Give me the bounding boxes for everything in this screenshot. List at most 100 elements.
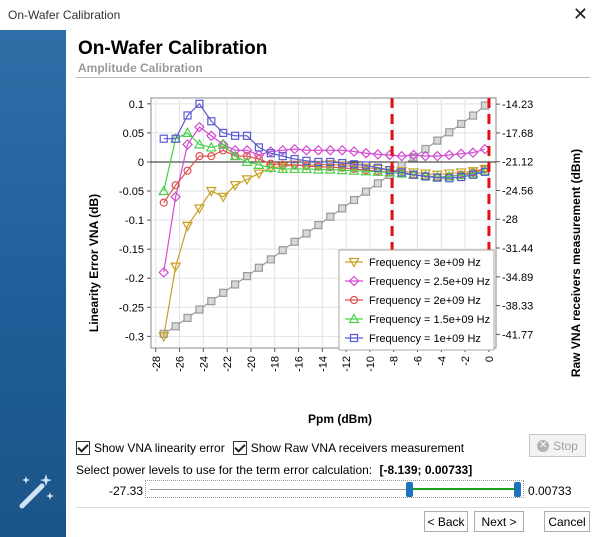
show-raw-label[interactable]: Show Raw VNA receivers measurement [250, 441, 465, 455]
x-tick-label: -20 [246, 356, 258, 372]
series-point [455, 148, 467, 160]
legend-label: Frequency = 2.5e+09 Hz [369, 276, 490, 288]
show-linearity-label[interactable]: Show VNA linearity error [94, 441, 225, 455]
slider-high-handle[interactable] [514, 482, 521, 497]
series-point [408, 168, 420, 179]
series-point [194, 121, 205, 133]
y-tick-label: 0 [138, 157, 144, 169]
x-tick-label: -10 [365, 356, 377, 372]
raw-series-point [409, 153, 418, 162]
series-point [159, 198, 168, 207]
series-point [326, 157, 335, 167]
series-point [360, 163, 372, 174]
legend-label: Frequency = 2e+09 Hz [369, 295, 481, 307]
slider-selected-range [408, 488, 517, 490]
series-point [421, 172, 430, 181]
raw-series-point [433, 136, 442, 145]
series-point [432, 150, 443, 162]
y2-tick-label: -28 [502, 214, 518, 226]
legend-marker [348, 275, 360, 287]
raw-series-point [302, 229, 311, 238]
y-tick-label: -0.05 [119, 186, 144, 198]
series-point [419, 169, 431, 180]
series-point [324, 144, 336, 156]
series-point [241, 175, 253, 186]
y-tick-label: 0.05 [123, 128, 144, 140]
x-tick-label: -22 [222, 356, 234, 372]
stop-button[interactable]: ✕ Stop [529, 434, 586, 457]
series-point [183, 111, 192, 120]
raw-series-point [290, 237, 299, 246]
x-tick-label: -28 [151, 356, 163, 372]
x-tick-label: -26 [175, 356, 187, 372]
series-point [205, 141, 217, 152]
series-line [163, 126, 486, 273]
raw-series-line [163, 105, 486, 335]
raw-series-point [266, 255, 275, 264]
y2-tick-label: -31.44 [502, 243, 533, 255]
series-point [231, 131, 240, 140]
raw-series-point [171, 322, 180, 331]
series-point [253, 159, 265, 169]
series-point [241, 156, 253, 167]
power-range-slider[interactable] [145, 480, 524, 498]
series-point [314, 157, 323, 167]
legend-marker [348, 257, 360, 268]
range-min-label: -27.33 [109, 484, 144, 498]
series-point [207, 152, 216, 161]
series-point [468, 170, 478, 179]
raw-series-point [195, 305, 204, 314]
raw-series-point [349, 195, 359, 205]
show-linearity-checkbox[interactable] [76, 441, 90, 455]
series-point [457, 172, 466, 182]
series-point [217, 139, 229, 150]
raw-series-point [373, 179, 382, 188]
page-title: On-Wafer Calibration [78, 38, 268, 59]
series-point [408, 149, 419, 161]
series-point [265, 162, 277, 172]
y-tick-label: -0.1 [125, 215, 144, 227]
range-max-label: 0.00733 [528, 484, 572, 498]
legend-marker [349, 295, 359, 305]
y-tick-label: -0.2 [125, 273, 144, 285]
selection-range-text: [-8.139; 0.00733] [379, 463, 473, 477]
selection-prompt: Select power levels to use for the term … [76, 463, 373, 477]
legend-label: Frequency = 1.5e+09 Hz [369, 314, 490, 326]
x-tick-label: -2 [460, 356, 472, 366]
show-raw-checkbox[interactable] [232, 441, 247, 455]
series-point [313, 144, 324, 156]
series-point [158, 267, 170, 278]
series-point [301, 144, 312, 156]
series-point [443, 170, 455, 181]
series-point [289, 143, 300, 155]
series-point [338, 159, 347, 168]
series-point [217, 192, 229, 203]
x-tick-label: 0 [484, 356, 496, 362]
series-point [278, 152, 287, 161]
series-point [229, 150, 241, 161]
series-point [217, 138, 229, 149]
series-point [183, 166, 192, 175]
back-button[interactable]: < Back [424, 511, 468, 532]
series-point [348, 162, 360, 173]
series-point [338, 163, 347, 172]
y2-tick-label: -41.77 [502, 329, 533, 341]
legend-label: Frequency = 1e+09 Hz [369, 333, 481, 345]
legend-marker [348, 313, 360, 324]
series-point [361, 161, 371, 170]
series-point [219, 146, 228, 155]
next-button[interactable]: Next > [474, 511, 524, 532]
series-point [360, 147, 372, 159]
slider-low-handle[interactable] [405, 482, 413, 497]
series-point [193, 138, 205, 149]
x-tick-label: -14 [317, 356, 329, 372]
series-point [300, 163, 313, 174]
close-icon[interactable]: ✕ [572, 4, 588, 24]
y-axis-label: Linearity Error VNA (dB) [87, 194, 101, 332]
y-tick-label: -0.3 [125, 331, 144, 343]
cancel-button[interactable]: Cancel [544, 511, 590, 532]
raw-series-point [468, 111, 478, 120]
series-point [360, 165, 372, 176]
raw-series-point [314, 220, 323, 230]
series-point [336, 161, 348, 172]
